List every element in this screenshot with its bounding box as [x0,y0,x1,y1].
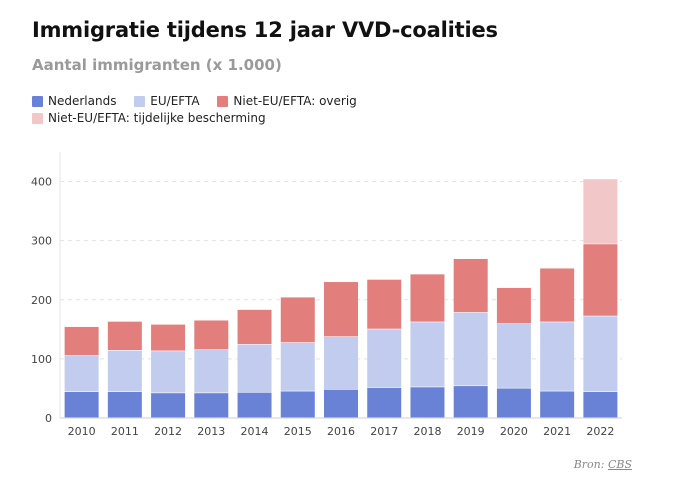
bar-segment [64,355,99,392]
bar-segment [583,179,618,244]
bar-segment [64,326,99,356]
bar-segment [237,309,272,345]
bar-segment [194,350,229,393]
x-tick-label: 2014 [241,425,269,438]
x-axis: 2010 2011 2012 2013 2014 2015 2016 2017 2018 2019… [68,425,615,438]
y-tick-label: 300 [31,235,52,248]
bar-segment [453,386,488,418]
bar-segment [410,387,445,418]
legend-label-nederlands: Nederlands [48,94,117,108]
bar-segment [410,322,445,387]
legend-label-eu-efta: EU/EFTA [150,94,200,108]
bar-segment [453,258,488,313]
bar-segment [583,316,618,392]
legend: Nederlands EU/EFTA Niet-EU/EFTA: overig … [32,94,452,128]
legend-item-nederlands: Nederlands [32,94,116,108]
bar-segment [280,342,315,391]
legend-label-niet-eu-tijdelijk: Niet-EU/EFTA: tijdelijke bescherming [48,111,266,125]
legend-item-niet-eu-tijdelijk: Niet-EU/EFTA: tijdelijke bescherming [32,111,266,125]
legend-label-niet-eu-overig: Niet-EU/EFTA: overig [233,94,357,108]
y-tick-label: 100 [31,353,52,366]
bar-segment [496,324,531,388]
bars [64,179,618,418]
bar-segment [367,279,402,329]
bar-segment [280,391,315,418]
bar-segment [540,322,575,391]
x-tick-label: 2018 [413,425,441,438]
bar-segment [107,391,142,418]
bar-segment [453,312,488,386]
bar-segment [151,324,186,351]
source-label: Bron: [573,458,605,471]
legend-swatch-nederlands [32,95,43,107]
bar-segment [496,388,531,418]
bar-segment [324,282,358,337]
x-tick-label: 2010 [68,425,96,438]
x-tick-label: 2016 [327,425,355,438]
bar-segment [583,244,618,316]
x-tick-label: 2015 [284,425,312,438]
bar-segment [324,389,358,418]
chart-subtitle: Aantal immigranten (x 1.000) [32,56,282,74]
legend-item-niet-eu-overig: Niet-EU/EFTA: overig [217,94,357,108]
x-tick-label: 2020 [500,425,528,438]
legend-item-eu-efta: EU/EFTA [134,94,200,108]
bar-segment [237,344,272,392]
bar-segment [367,329,402,388]
x-tick-label: 2019 [457,425,485,438]
x-tick-label: 2022 [586,425,614,438]
bar-segment [194,393,229,418]
bar-segment [237,392,272,418]
y-tick-label: 400 [31,176,52,189]
bar-segment [107,350,142,392]
bar-segment [496,287,531,324]
bar-segment [324,337,358,390]
bar-segment [367,387,402,418]
source-link[interactable]: CBS [607,458,632,471]
bar-segment [194,320,229,350]
bar-segment [583,391,618,418]
bar-segment [151,351,186,393]
bar-segment [151,393,186,418]
x-tick-label: 2012 [154,425,182,438]
bar-segment [280,297,315,343]
legend-swatch-eu-efta [134,95,146,107]
bar-segment [107,321,142,351]
x-tick-label: 2021 [543,425,571,438]
x-tick-label: 2017 [370,425,398,438]
bar-segment [410,274,445,322]
bar-segment [64,391,99,418]
y-tick-label: 0 [45,412,52,425]
bar-segment [540,268,575,322]
bar-segment [540,391,575,418]
legend-swatch-niet-eu-tijdelijk [32,112,43,124]
x-tick-label: 2011 [111,425,139,438]
y-tick-label: 200 [31,294,52,307]
x-tick-label: 2013 [197,425,225,438]
chart-title: Immigratie tijdens 12 jaar VVD-coalities [32,18,498,42]
legend-swatch-niet-eu-overig [217,95,229,107]
source-note: Bron: CBS [574,458,632,471]
y-axis: 0 100 200 300 400 [31,176,52,425]
